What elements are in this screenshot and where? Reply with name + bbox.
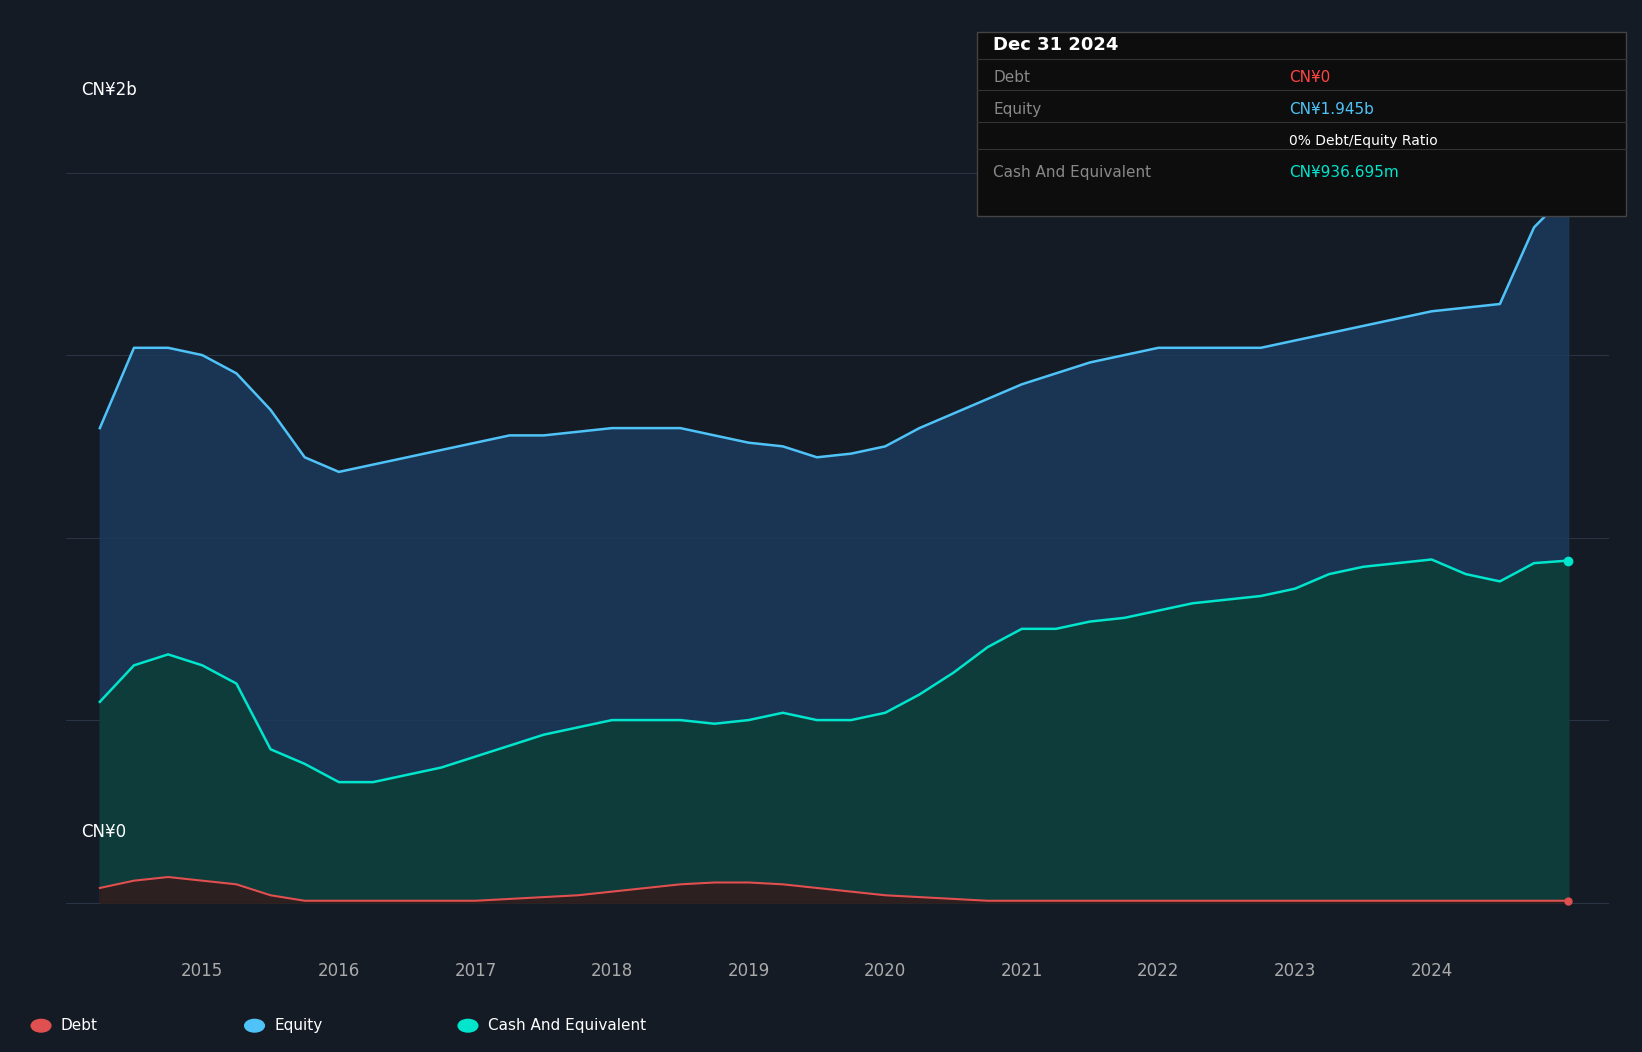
Text: Equity: Equity xyxy=(274,1018,322,1033)
Text: Dec 31 2024: Dec 31 2024 xyxy=(993,37,1118,55)
Text: CN¥1.945b: CN¥1.945b xyxy=(1289,102,1374,117)
Text: CN¥2b: CN¥2b xyxy=(80,81,136,99)
Text: Debt: Debt xyxy=(61,1018,99,1033)
Text: Debt: Debt xyxy=(993,70,1031,85)
Text: CN¥0: CN¥0 xyxy=(80,823,126,842)
Text: 0% Debt/Equity Ratio: 0% Debt/Equity Ratio xyxy=(1289,135,1438,148)
Text: Cash And Equivalent: Cash And Equivalent xyxy=(993,165,1151,180)
Text: CN¥936.695m: CN¥936.695m xyxy=(1289,165,1399,180)
Text: Equity: Equity xyxy=(993,102,1041,117)
Text: CN¥0: CN¥0 xyxy=(1289,70,1330,85)
Text: Cash And Equivalent: Cash And Equivalent xyxy=(488,1018,645,1033)
